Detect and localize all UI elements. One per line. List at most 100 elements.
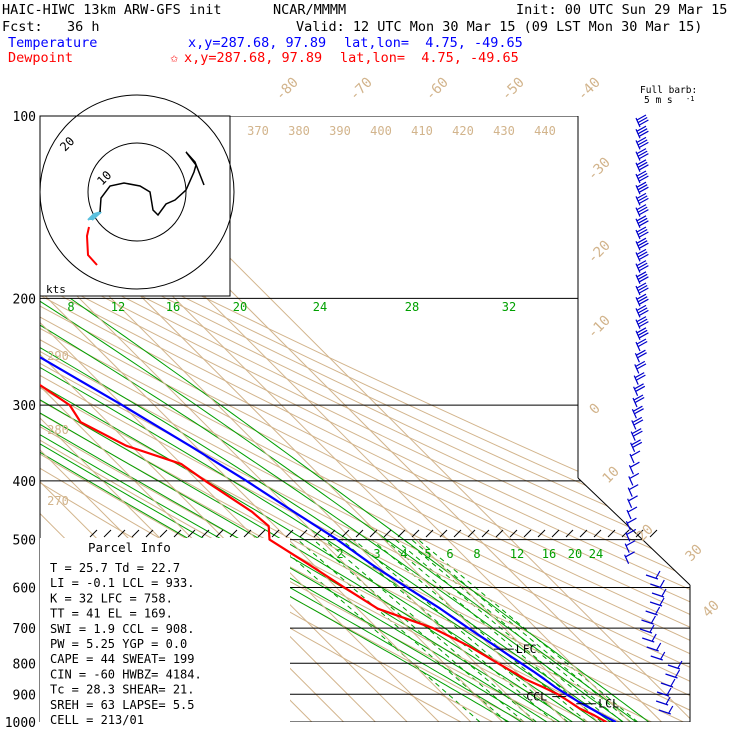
- wind-barb-feather: [635, 385, 646, 392]
- hatch-tick: [229, 529, 238, 538]
- wind-barb-feather: [628, 484, 639, 491]
- wind-barb-feather: [637, 128, 648, 135]
- mixing-ratio-line: [411, 539, 631, 722]
- dry-adiabat-line: [40, 116, 690, 722]
- wind-barb-staff: [641, 619, 654, 625]
- wind-barb-feather: [639, 231, 649, 238]
- wind-barb-staff: [650, 655, 663, 661]
- dry-adiabat-line: [40, 116, 615, 722]
- isotherm-tick-label: -10: [585, 313, 614, 342]
- hodograph-trace-low: [85, 226, 98, 266]
- wind-barb-feather: [636, 204, 647, 211]
- pressure-tick-label: 400: [13, 475, 36, 490]
- wind-barb-feather: [633, 394, 644, 401]
- wind-barb-feather: [636, 136, 647, 143]
- temperature-legend-xy: x,y=287.68, 97.89: [188, 35, 327, 51]
- wind-barb-feather: [636, 148, 647, 155]
- wind-barb-feather: [633, 430, 643, 437]
- wind-barb-staff: [630, 431, 636, 441]
- mixing-ratio-label: 20: [568, 547, 582, 561]
- wind-barb-feather: [637, 318, 648, 325]
- mixing-ratio-label: 24: [589, 547, 603, 561]
- wind-barb-feather: [636, 248, 647, 255]
- wind-barb-feather: [636, 226, 647, 233]
- wind-barb-feather: [639, 119, 649, 126]
- wind-barb-staff: [646, 646, 659, 652]
- wind-barb-feather: [639, 321, 649, 328]
- theta-label: 380: [288, 124, 310, 138]
- wind-barb-feather: [629, 472, 640, 479]
- hatch-tick: [467, 529, 476, 538]
- isotherm-tick-label: -40: [575, 75, 604, 104]
- level-label-lfc: LFC: [516, 642, 537, 656]
- level-label-lcl: LCL: [598, 697, 619, 711]
- wind-barb-staff: [635, 162, 641, 173]
- pressure-tick-label: 300: [13, 399, 36, 414]
- wind-barb-feather: [659, 579, 665, 588]
- hodograph-ring: [87, 142, 187, 242]
- isotherm-tick-label: -70: [347, 75, 376, 104]
- dry-adiabat-line: [40, 116, 690, 722]
- mixing-ratio-label: 32: [502, 300, 516, 314]
- wind-barb-staff: [635, 252, 641, 262]
- wind-barb-feather: [628, 495, 638, 502]
- header-valid: Valid: 12 UTC Mon 30 Mar 15 (09 LST Mon …: [296, 19, 703, 35]
- hatch-tick: [341, 529, 350, 538]
- isotherm-line: [40, 116, 535, 722]
- wind-barb-feather: [637, 273, 648, 280]
- wind-barb-feather: [639, 276, 649, 283]
- dewpoint-legend-latlon: lat,lon= 4.75, -49.65: [340, 50, 519, 66]
- wind-barb-staff: [658, 709, 671, 715]
- wind-barb-feather: [649, 624, 655, 633]
- dry-adiabat-line: [40, 116, 690, 722]
- wind-barb-feather: [659, 597, 665, 606]
- wind-barb-staff: [635, 229, 641, 240]
- wind-barb-feather: [636, 125, 647, 132]
- hatch-tick: [89, 529, 98, 538]
- wind-barb-feather: [636, 114, 647, 121]
- barb-legend-line1: Full barb:: [640, 85, 697, 96]
- isotherm-tick-label: 40: [700, 598, 723, 621]
- wind-barb-feather: [639, 130, 649, 137]
- isotherm-tick-label: -50: [499, 75, 528, 104]
- wind-barb-staff: [631, 408, 637, 419]
- dry-adiabat-line: [40, 116, 690, 722]
- wind-barb-feather: [670, 678, 676, 687]
- wind-barb-feather: [660, 651, 666, 660]
- isotherm-tick-label: 0: [587, 401, 604, 418]
- hatch-tick: [579, 529, 588, 538]
- wind-barb-feather: [639, 186, 649, 193]
- hatch-tick: [257, 529, 266, 538]
- wind-barb-feather: [639, 265, 649, 272]
- hatch-tick: [397, 529, 406, 538]
- pressure-tick-label: 700: [13, 622, 36, 637]
- wind-barb-feather: [656, 642, 662, 651]
- wind-barb-feather: [639, 242, 649, 249]
- hatch-tick: [621, 529, 630, 538]
- wind-barb-feather: [634, 408, 644, 415]
- wind-barb-staff: [635, 296, 641, 307]
- mixing-ratio-label: 6: [446, 547, 453, 561]
- wind-barb-staff: [645, 574, 659, 580]
- wind-barb-staff: [635, 285, 641, 296]
- wind-barb-staff: [635, 140, 641, 150]
- header-model: HAIC-HIWC 13km ARW-GFS init: [2, 2, 222, 18]
- wind-barb-staff: [642, 637, 655, 643]
- wind-barb-feather: [636, 327, 647, 334]
- wind-barb-feather: [665, 696, 671, 705]
- wind-barb-feather: [639, 209, 649, 216]
- wind-barb-feather: [630, 461, 640, 468]
- hatch-tick: [215, 529, 224, 538]
- wind-barb-feather: [636, 316, 647, 323]
- hatch-tick: [481, 529, 490, 538]
- wind-barb-feather: [639, 197, 649, 204]
- wind-barb-feather: [666, 687, 672, 696]
- wind-barb-staff: [660, 682, 674, 688]
- wind-barb-staff: [635, 218, 641, 229]
- wind-barb-staff: [626, 509, 632, 520]
- wind-barb-feather: [636, 192, 647, 199]
- hodograph-units: kts: [46, 283, 66, 296]
- header-org: NCAR/MMMM: [273, 2, 347, 18]
- wind-barb-feather: [636, 293, 647, 300]
